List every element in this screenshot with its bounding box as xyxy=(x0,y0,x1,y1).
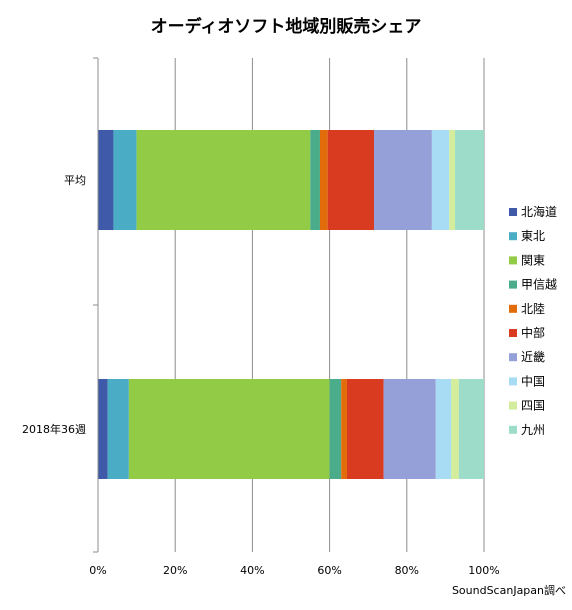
x-tick-label: 80% xyxy=(395,564,419,577)
x-tick-label: 40% xyxy=(240,564,264,577)
bar-segment xyxy=(319,130,328,230)
legend-label: 九州 xyxy=(521,423,545,437)
legend-swatch xyxy=(509,232,517,241)
bar-segment xyxy=(458,379,484,479)
x-tick-label: 20% xyxy=(163,564,187,577)
bar-segment xyxy=(136,130,311,230)
legend-swatch xyxy=(509,353,517,362)
legend-label: 北陸 xyxy=(521,302,545,316)
legend-label: 関東 xyxy=(521,253,545,267)
legend-swatch xyxy=(509,401,517,410)
bar-segment xyxy=(341,379,347,479)
legend-label: 北海道 xyxy=(521,204,557,219)
legend-label: 中部 xyxy=(521,325,545,340)
bar-segment xyxy=(431,130,450,230)
legend-swatch xyxy=(509,256,517,265)
category-label: 2018年36週 xyxy=(22,422,86,436)
bar-segment xyxy=(451,379,459,479)
legend-swatch xyxy=(509,377,517,386)
legend-swatch xyxy=(509,425,517,434)
bar-segment xyxy=(107,379,129,479)
x-tick-label: 60% xyxy=(317,564,341,577)
legend-swatch xyxy=(509,208,517,216)
bar-segment xyxy=(98,379,108,479)
bar-segment xyxy=(98,130,114,230)
x-tick-label: 100% xyxy=(468,564,499,577)
bar-segment xyxy=(383,379,436,479)
legend-label: 甲信越 xyxy=(521,278,557,292)
bars xyxy=(98,130,484,479)
bar-segment xyxy=(449,130,456,230)
legend-swatch xyxy=(509,329,517,337)
legend-label: 四国 xyxy=(521,399,545,413)
bar-segment xyxy=(373,130,432,230)
source-note: SoundScanJapan調べ xyxy=(452,583,566,597)
bar-segment xyxy=(128,379,330,479)
bar-segment xyxy=(329,379,342,479)
category-label: 平均 xyxy=(64,174,86,187)
legend-label: 東北 xyxy=(521,229,545,243)
axes: 0% 20% 40% 60% 80% 100% 平均 2018年36週 xyxy=(22,57,500,577)
chart-title: オーディオソフト地域別販売シェア xyxy=(151,16,422,37)
legend-swatch xyxy=(509,304,517,313)
bar-segment xyxy=(435,379,452,479)
x-tick-label: 0% xyxy=(89,564,106,577)
legend-swatch xyxy=(509,280,517,289)
bar-segment xyxy=(346,379,384,479)
legend-label: 近畿 xyxy=(521,350,545,364)
bar-segment xyxy=(455,130,484,230)
bar-segment xyxy=(310,130,320,230)
bar-segment xyxy=(113,130,137,230)
bar-segment xyxy=(327,130,374,230)
legend-label: 中国 xyxy=(521,373,545,388)
